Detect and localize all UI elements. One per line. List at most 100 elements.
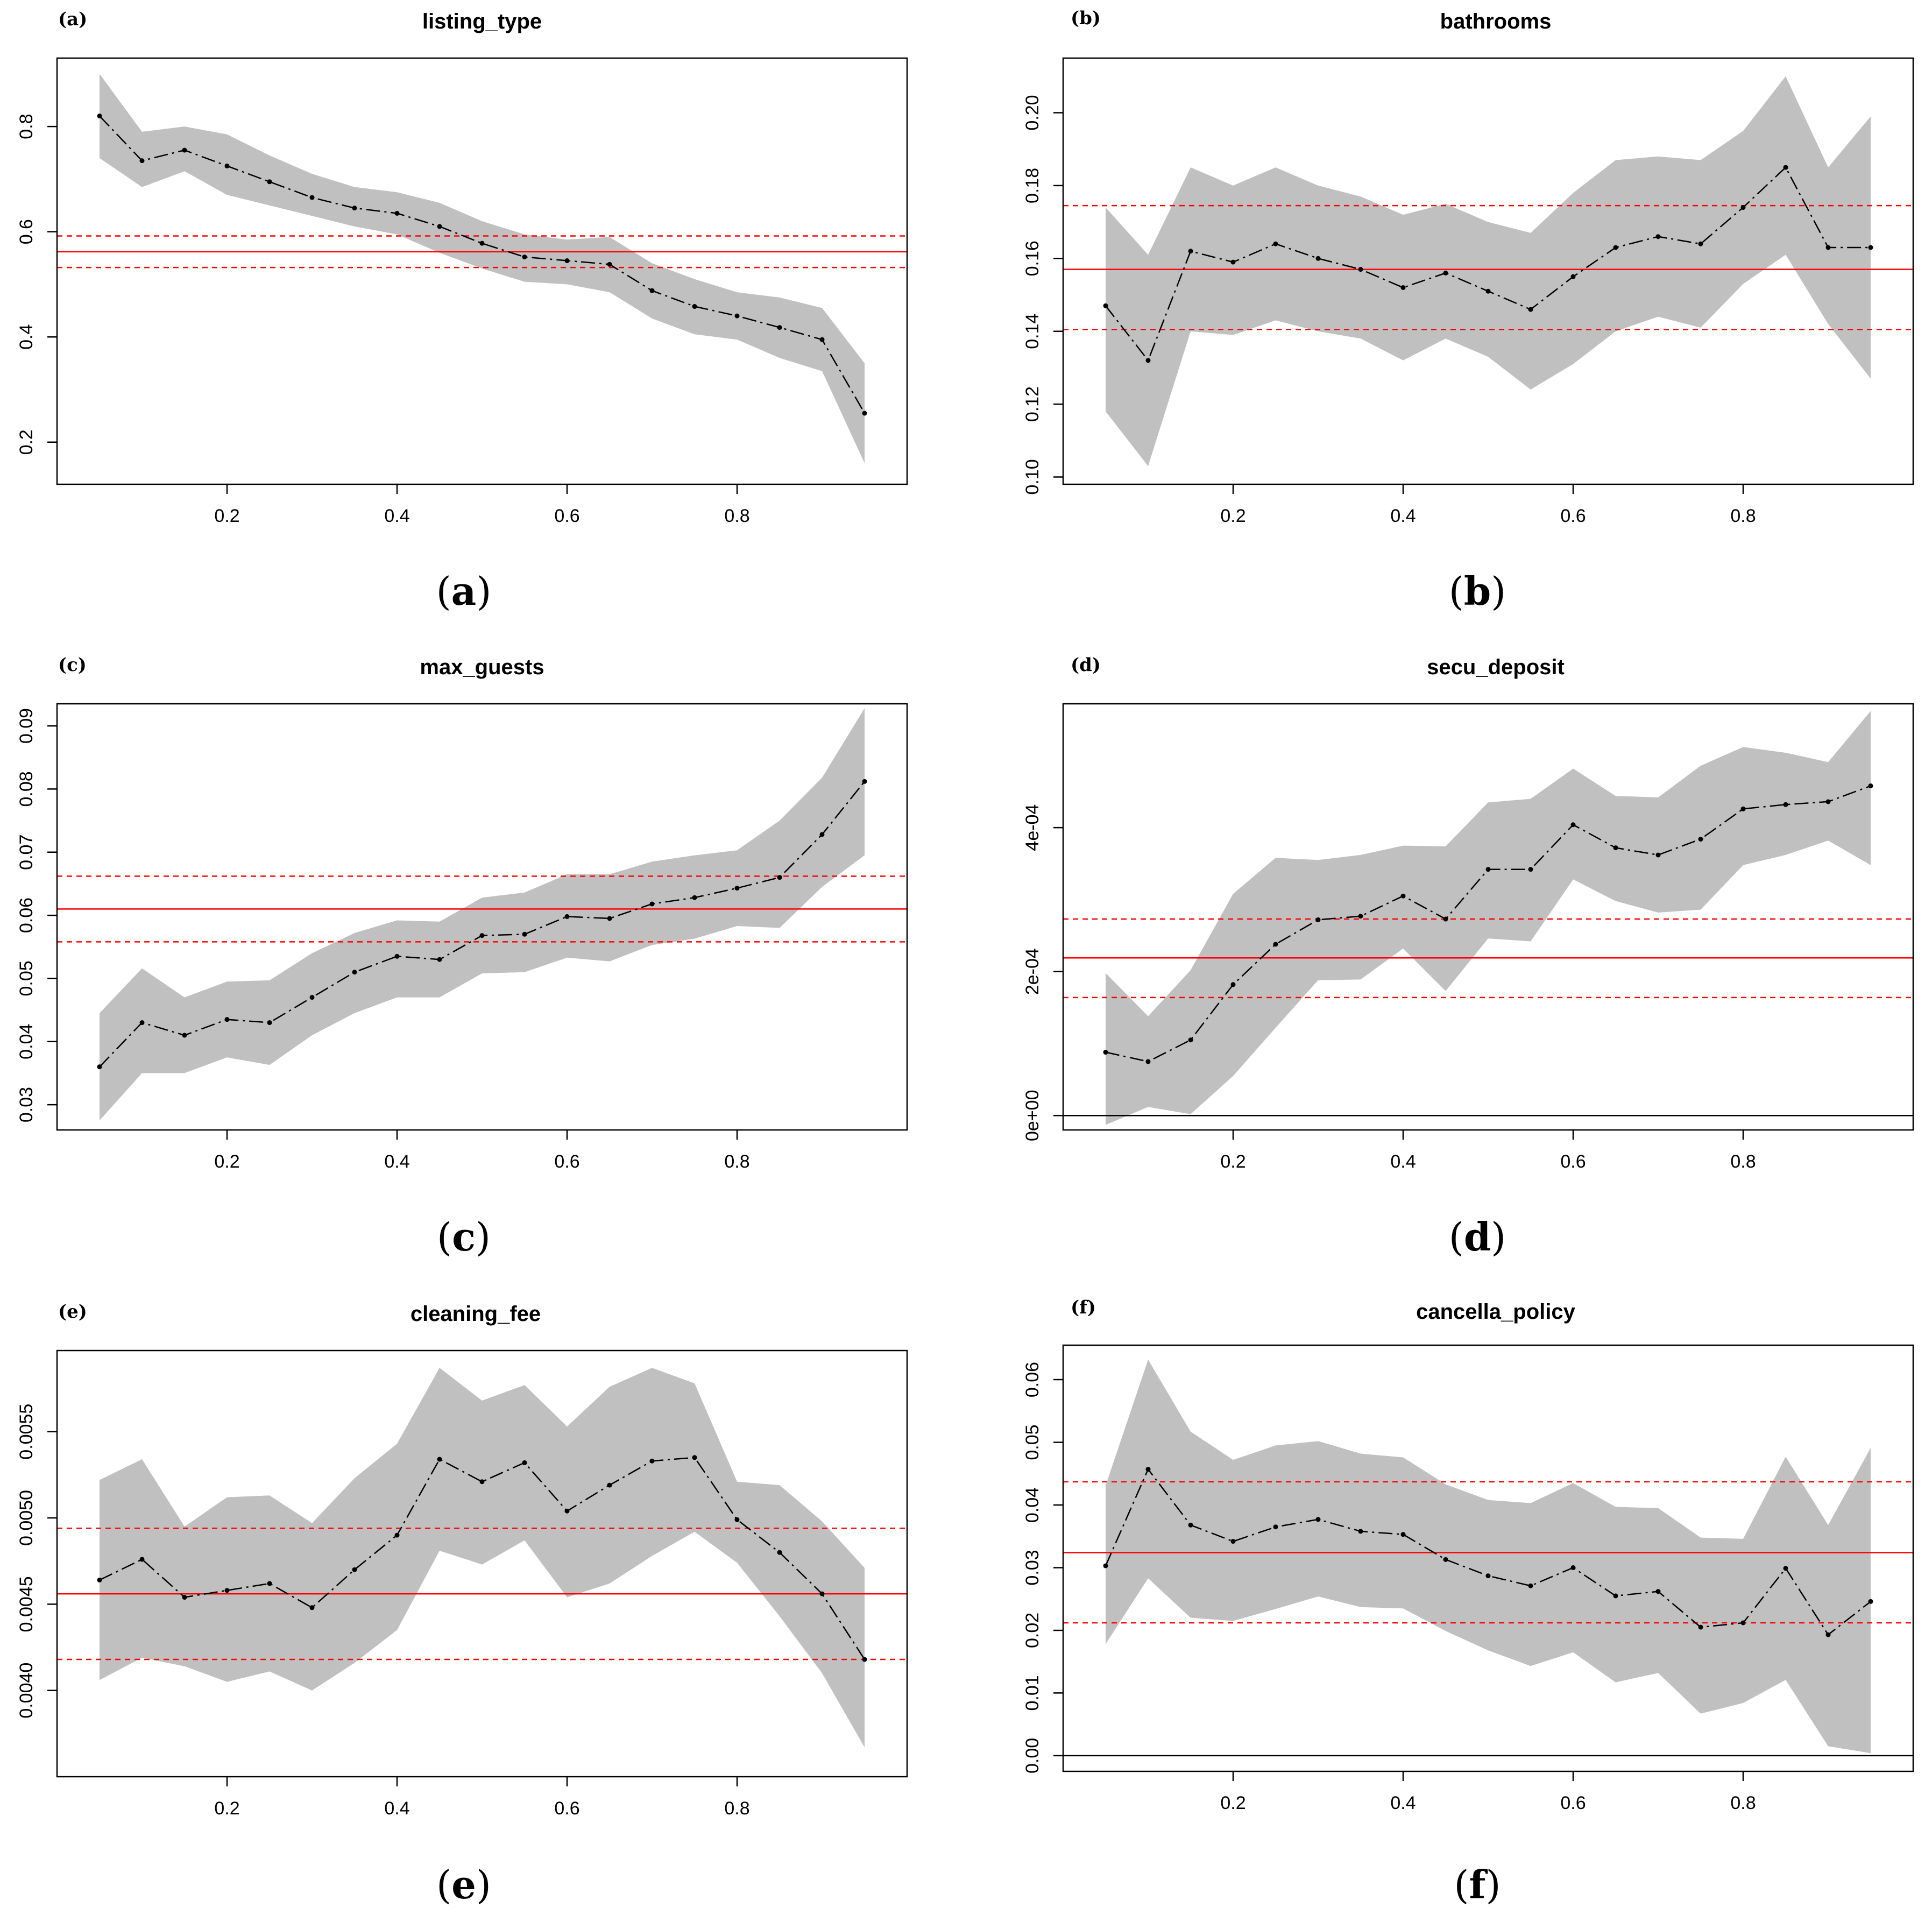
estimate-point bbox=[607, 1482, 612, 1488]
estimate-point bbox=[1103, 303, 1108, 308]
x-tick-label: 0.6 bbox=[1560, 1151, 1586, 1172]
y-tick-label: 0.4 bbox=[16, 324, 37, 350]
estimate-point bbox=[1230, 982, 1236, 987]
estimate-point bbox=[1698, 837, 1703, 842]
estimate-point bbox=[479, 1479, 485, 1485]
estimate-point bbox=[777, 875, 782, 880]
x-tick-label: 0.4 bbox=[1390, 506, 1416, 526]
x-tick-label: 0.6 bbox=[1560, 506, 1586, 526]
estimate-point bbox=[862, 411, 867, 416]
x-tick-label: 0.4 bbox=[384, 506, 409, 526]
estimate-point bbox=[1230, 1539, 1236, 1544]
estimate-point bbox=[522, 931, 527, 937]
estimate-point bbox=[692, 1455, 697, 1460]
estimate-point bbox=[224, 1017, 230, 1022]
estimate-point bbox=[819, 337, 825, 342]
chart-a: 0.2 0.4 0.6 0.8 0.2 0.4 0.6 0.8 bbox=[16, 57, 908, 526]
y-tick-label: 0.0055 bbox=[16, 1404, 37, 1460]
estimate-point bbox=[1528, 307, 1533, 312]
estimate-point bbox=[1230, 259, 1236, 265]
estimate-point bbox=[1698, 241, 1703, 246]
estimate-point bbox=[1655, 1589, 1661, 1594]
plot-frame bbox=[1062, 703, 1914, 1131]
confidence-band bbox=[1106, 711, 1871, 1125]
estimate-point bbox=[394, 1532, 400, 1538]
panel-c-caption: (c) bbox=[436, 1214, 491, 1260]
estimate-point bbox=[734, 1517, 740, 1522]
y-tick-label: 0.08 bbox=[16, 771, 37, 807]
estimate-point bbox=[352, 970, 357, 975]
panel-f-tag: (f) bbox=[1071, 1297, 1096, 1318]
estimate-point bbox=[1783, 1566, 1788, 1571]
panel-f-title: cancella_policy bbox=[1416, 1300, 1575, 1324]
estimate-point bbox=[1188, 1522, 1193, 1528]
estimate-point bbox=[1740, 806, 1746, 811]
panel-c-tag: (c) bbox=[58, 654, 87, 676]
y-tick-label: 0.04 bbox=[1022, 1487, 1043, 1523]
estimate-point bbox=[1188, 1037, 1193, 1043]
estimate-point bbox=[1868, 1599, 1873, 1604]
panel-d-title: secu_deposit bbox=[1427, 655, 1565, 679]
estimate-point bbox=[1528, 867, 1533, 872]
estimate-point bbox=[1443, 270, 1448, 275]
y-tick-label: 0.14 bbox=[1022, 314, 1043, 349]
estimate-point bbox=[182, 147, 187, 153]
estimate-point bbox=[309, 195, 315, 200]
estimate-point bbox=[1400, 285, 1406, 290]
estimate-point bbox=[309, 995, 315, 1000]
estimate-point bbox=[1740, 205, 1746, 210]
y-tick-label: 0.10 bbox=[1022, 459, 1043, 494]
estimate-point bbox=[649, 901, 655, 907]
estimate-point bbox=[607, 916, 612, 921]
estimate-point bbox=[734, 886, 740, 891]
x-tick-label: 0.2 bbox=[1220, 506, 1245, 526]
x-tick-label: 0.2 bbox=[214, 506, 239, 526]
estimate-point bbox=[522, 255, 527, 260]
chart-b: 0.2 0.4 0.6 0.8 0.10 0.12 0.14 0.16 0.18 0.20 bbox=[1022, 57, 1914, 526]
estimate-point bbox=[139, 158, 145, 164]
y-tick-label: 0.05 bbox=[16, 960, 37, 996]
estimate-point bbox=[267, 179, 272, 185]
estimate-point bbox=[1570, 822, 1576, 828]
y-tick-label: 0.0050 bbox=[16, 1490, 37, 1546]
y-tick-label: 0.2 bbox=[16, 429, 37, 455]
estimate-point bbox=[1655, 234, 1661, 239]
estimate-point bbox=[1655, 852, 1661, 858]
estimate-point bbox=[1103, 1050, 1108, 1055]
x-tick-label: 0.8 bbox=[1730, 1793, 1756, 1813]
estimate-point bbox=[97, 1577, 102, 1582]
estimate-point bbox=[437, 1457, 442, 1462]
estimate-point bbox=[97, 114, 102, 119]
estimate-point bbox=[1485, 288, 1491, 294]
estimate-point bbox=[777, 1550, 782, 1555]
estimate-point bbox=[1145, 358, 1151, 363]
estimate-point bbox=[1315, 1517, 1321, 1522]
panel-d-tag: (d) bbox=[1071, 654, 1101, 676]
x-tick-label: 0.2 bbox=[1220, 1151, 1245, 1172]
y-tick-label: 0.04 bbox=[16, 1024, 37, 1059]
y-tick-label: 0.6 bbox=[16, 219, 37, 244]
estimate-point bbox=[1698, 1624, 1703, 1630]
x-tick-label: 0.4 bbox=[1390, 1793, 1416, 1813]
x-tick-label: 0.4 bbox=[1390, 1151, 1416, 1172]
estimate-point bbox=[267, 1581, 272, 1586]
estimate-point bbox=[267, 1020, 272, 1026]
y-tick-label: 0.03 bbox=[1022, 1550, 1043, 1585]
y-tick-label: 0.20 bbox=[1022, 95, 1043, 130]
estimate-point bbox=[1358, 1529, 1363, 1534]
y-tick-label: 0.0040 bbox=[16, 1663, 37, 1719]
estimate-point bbox=[1103, 1563, 1108, 1568]
estimate-point bbox=[564, 1508, 570, 1514]
estimate-point bbox=[1783, 165, 1788, 170]
y-tick-label: 0.0045 bbox=[16, 1576, 37, 1632]
estimate-point bbox=[1868, 245, 1873, 250]
panel-e-caption: (e) bbox=[436, 1862, 491, 1907]
estimate-point bbox=[394, 953, 400, 959]
estimate-point bbox=[437, 957, 442, 962]
estimate-point bbox=[1825, 799, 1831, 804]
estimate-point bbox=[1825, 1632, 1831, 1637]
estimate-point bbox=[607, 262, 612, 267]
estimate-point bbox=[97, 1064, 102, 1070]
estimate-point bbox=[734, 313, 740, 319]
estimate-point bbox=[819, 832, 825, 837]
